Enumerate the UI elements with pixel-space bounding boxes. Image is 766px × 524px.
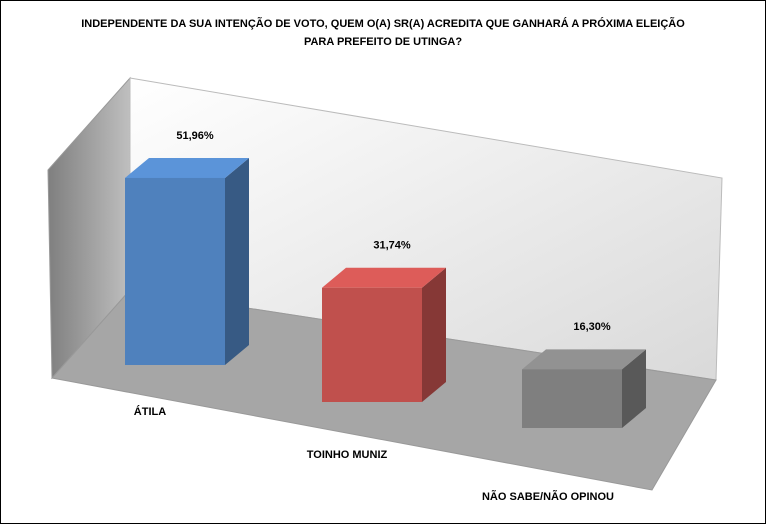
bar-front	[522, 369, 622, 428]
category-label: NÃO SABE/NÃO OPINOU	[482, 490, 614, 503]
category-label: ÁTILA	[134, 405, 166, 418]
bar-side	[422, 267, 446, 402]
category-label: TOINHO MUNIZ	[307, 449, 388, 461]
bar-front	[125, 177, 225, 365]
bar-side	[225, 157, 249, 365]
value-label: 16,30%	[573, 321, 611, 333]
chart-title: INDEPENDENTE DA SUA INTENÇÃO DE VOTO, QU…	[81, 17, 685, 30]
bar-top	[522, 349, 646, 370]
value-label: 31,74%	[373, 240, 411, 252]
bar-top	[322, 267, 446, 288]
bar-top	[125, 157, 249, 178]
value-label: 51,96%	[176, 130, 214, 142]
bar-side	[622, 349, 646, 428]
bar	[522, 349, 646, 428]
chart-title: PARA PREFEITO DE UTINGA?	[304, 36, 462, 48]
bar-front	[322, 287, 422, 402]
bar	[125, 157, 249, 365]
bar	[322, 267, 446, 402]
